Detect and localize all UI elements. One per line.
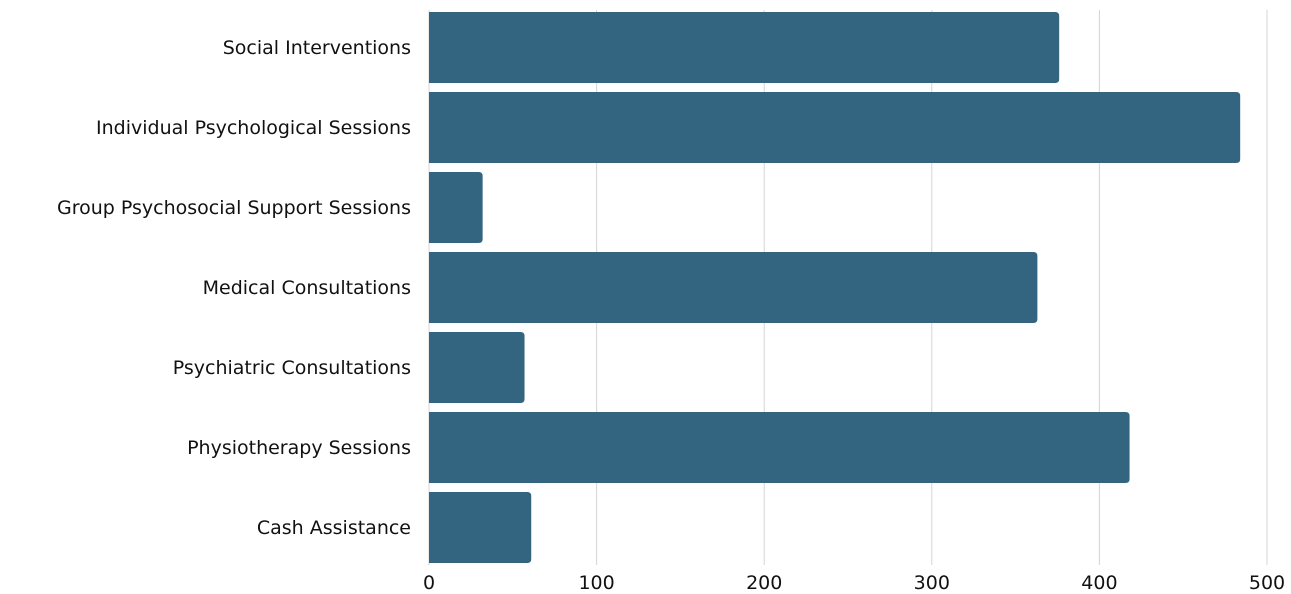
x-tick-label: 100 xyxy=(578,572,614,594)
bar-social-interventions xyxy=(429,12,1060,83)
x-tick-label: 400 xyxy=(1081,572,1117,594)
x-tick-labels: 0 100 200 300 400 500 xyxy=(423,572,1285,594)
bar-layer xyxy=(429,12,1241,563)
bar-cash-assistance xyxy=(429,492,532,563)
bar-physiotherapy-sessions xyxy=(429,412,1130,483)
bar-individual-psychological-sessions xyxy=(429,92,1241,163)
category-label: Physiotherapy Sessions xyxy=(187,437,411,459)
category-label: Medical Consultations xyxy=(203,277,411,299)
category-label: Psychiatric Consultations xyxy=(173,357,411,379)
bar-group-psychosocial-support-sessions xyxy=(429,172,483,243)
category-label: Cash Assistance xyxy=(257,517,411,539)
x-tick-label: 200 xyxy=(746,572,782,594)
x-tick-label: 500 xyxy=(1249,572,1285,594)
x-tick-label: 0 xyxy=(423,572,435,594)
bar-medical-consultations xyxy=(429,252,1038,323)
bar-psychiatric-consultations xyxy=(429,332,525,403)
category-label: Social Interventions xyxy=(223,37,411,59)
x-tick-label: 300 xyxy=(914,572,950,594)
category-labels: Social Interventions Individual Psycholog… xyxy=(57,37,411,539)
category-label: Individual Psychological Sessions xyxy=(96,117,411,139)
category-label: Group Psychosocial Support Sessions xyxy=(57,197,411,219)
